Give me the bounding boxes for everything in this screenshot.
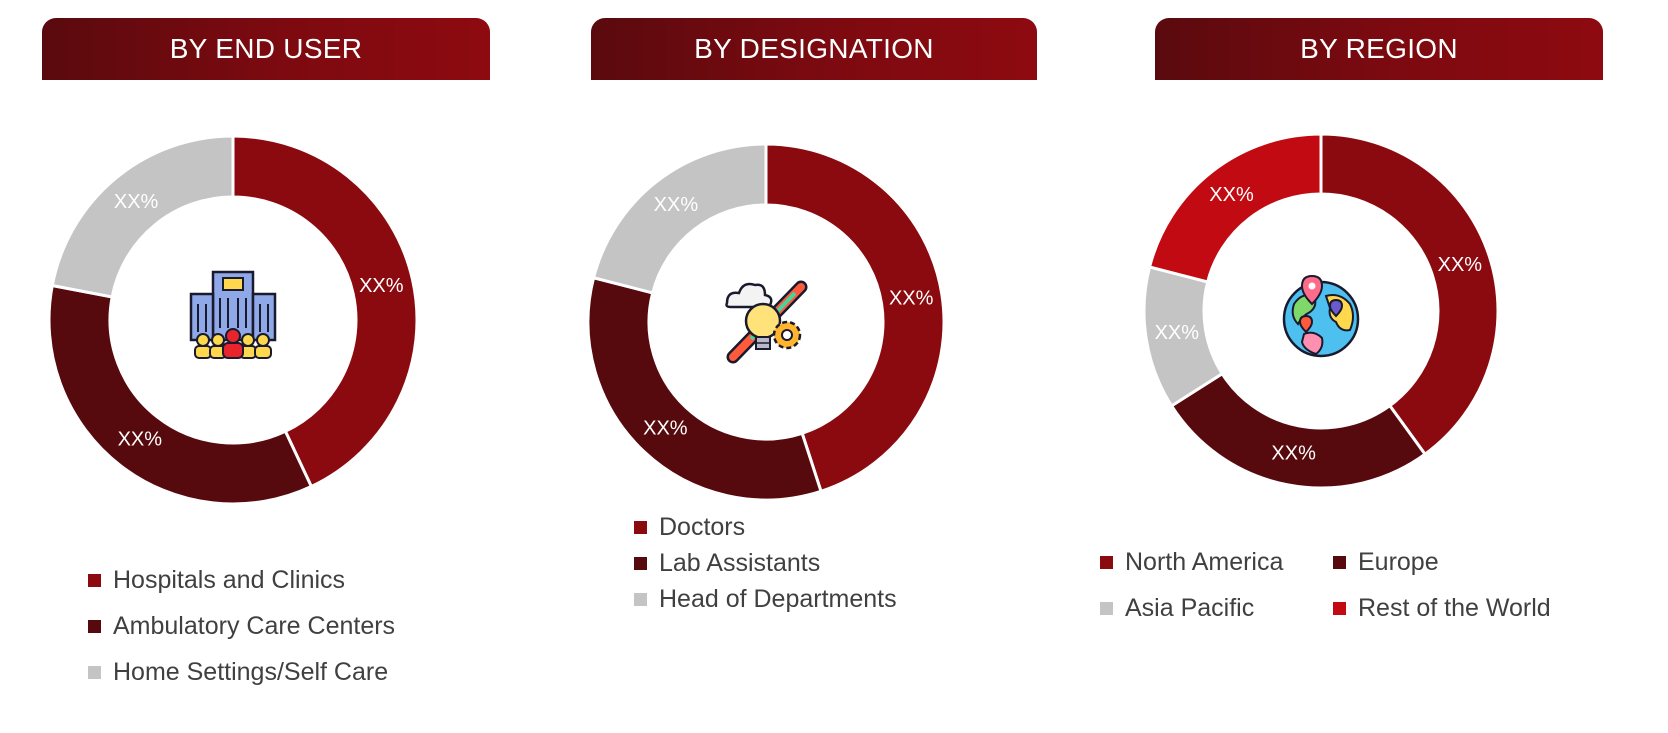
legend-item-head-of-departments: Head of Departments bbox=[634, 585, 897, 614]
legend-swatch bbox=[88, 666, 101, 679]
legend-label: Lab Assistants bbox=[659, 549, 821, 577]
legend-item-europe: Europe bbox=[1333, 548, 1439, 577]
region-panel: BY REGION XX% XX% XX% XX% North America Eur… bbox=[1100, 0, 1668, 733]
legend-item-home-settings-self-care: Home Settings/Self Care bbox=[88, 658, 388, 687]
end-user-donut-chart: XX% XX% XX% bbox=[47, 134, 419, 506]
slice-europe bbox=[1169, 371, 1428, 490]
legend-swatch bbox=[634, 521, 647, 534]
legend-item-asia-pacific: Asia Pacific bbox=[1100, 594, 1254, 623]
legend-label: Europe bbox=[1358, 548, 1439, 576]
legend-label: Ambulatory Care Centers bbox=[113, 612, 396, 640]
globe-pins-icon bbox=[1280, 274, 1362, 360]
slice-hospitals-and-clinics bbox=[231, 134, 419, 489]
legend-swatch bbox=[1333, 602, 1346, 615]
legend-label: Asia Pacific bbox=[1125, 594, 1255, 622]
slice-label-asia-pacific: XX% bbox=[1155, 322, 1200, 344]
legend-label: Hospitals and Clinics bbox=[113, 566, 346, 594]
legend-label: North America bbox=[1125, 548, 1284, 576]
legend-item-hospitals-and-clinics: Hospitals and Clinics bbox=[88, 566, 345, 595]
legend-item-rest-of-the-world: Rest of the World bbox=[1333, 594, 1551, 623]
legend-label: Doctors bbox=[659, 513, 746, 541]
legend-item-lab-assistants: Lab Assistants bbox=[634, 549, 820, 578]
end-user-header: BY END USER bbox=[42, 18, 490, 80]
designation-panel: BY DESIGNATION XX% XX% XX% Doctors Lab Ass… bbox=[560, 0, 1080, 733]
hospital-people-icon bbox=[187, 270, 279, 362]
legend-item-north-america: North America bbox=[1100, 548, 1283, 577]
designation-header: BY DESIGNATION bbox=[591, 18, 1037, 80]
slice-label-europe: XX% bbox=[1271, 443, 1316, 465]
slice-label-home-settings-self-care: XX% bbox=[114, 191, 159, 213]
legend-swatch bbox=[1333, 556, 1346, 569]
slice-label-north-america: XX% bbox=[1438, 254, 1483, 276]
slice-head-of-departments bbox=[591, 142, 768, 295]
legend-label: Home Settings/Self Care bbox=[113, 658, 389, 686]
legend-swatch bbox=[1100, 556, 1113, 569]
slice-rest-of-the-world bbox=[1147, 132, 1323, 284]
legend-label: Head of Departments bbox=[659, 585, 897, 613]
region-donut-chart: XX% XX% XX% XX% bbox=[1142, 132, 1500, 490]
legend-swatch bbox=[634, 593, 647, 606]
region-header: BY REGION bbox=[1155, 18, 1603, 80]
legend-item-ambulatory-care-centers: Ambulatory Care Centers bbox=[88, 612, 395, 641]
legend-item-doctors: Doctors bbox=[634, 513, 745, 542]
designation-donut-chart: XX% XX% XX% bbox=[586, 142, 946, 502]
slice-label-doctors: XX% bbox=[889, 287, 934, 309]
slice-label-head-of-departments: XX% bbox=[654, 194, 699, 216]
slice-ambulatory-care-centers bbox=[47, 283, 314, 506]
slice-label-lab-assistants: XX% bbox=[643, 417, 688, 439]
legend-swatch bbox=[634, 557, 647, 570]
slice-north-america bbox=[1319, 132, 1500, 457]
slice-label-rest-of-the-world: XX% bbox=[1209, 184, 1254, 206]
legend-swatch bbox=[88, 620, 101, 633]
slice-lab-assistants bbox=[586, 275, 823, 502]
legend-swatch bbox=[88, 574, 101, 587]
legend-swatch bbox=[1100, 602, 1113, 615]
idea-tools-icon bbox=[719, 273, 811, 365]
end-user-panel: BY END USER XX% XX% XX% bbox=[0, 0, 520, 733]
slice-home-settings-self-care bbox=[50, 134, 235, 299]
slice-doctors bbox=[764, 142, 946, 494]
legend-label: Rest of the World bbox=[1358, 594, 1551, 622]
slice-label-hospitals-and-clinics: XX% bbox=[359, 275, 404, 297]
slice-label-ambulatory-care-centers: XX% bbox=[118, 428, 163, 450]
